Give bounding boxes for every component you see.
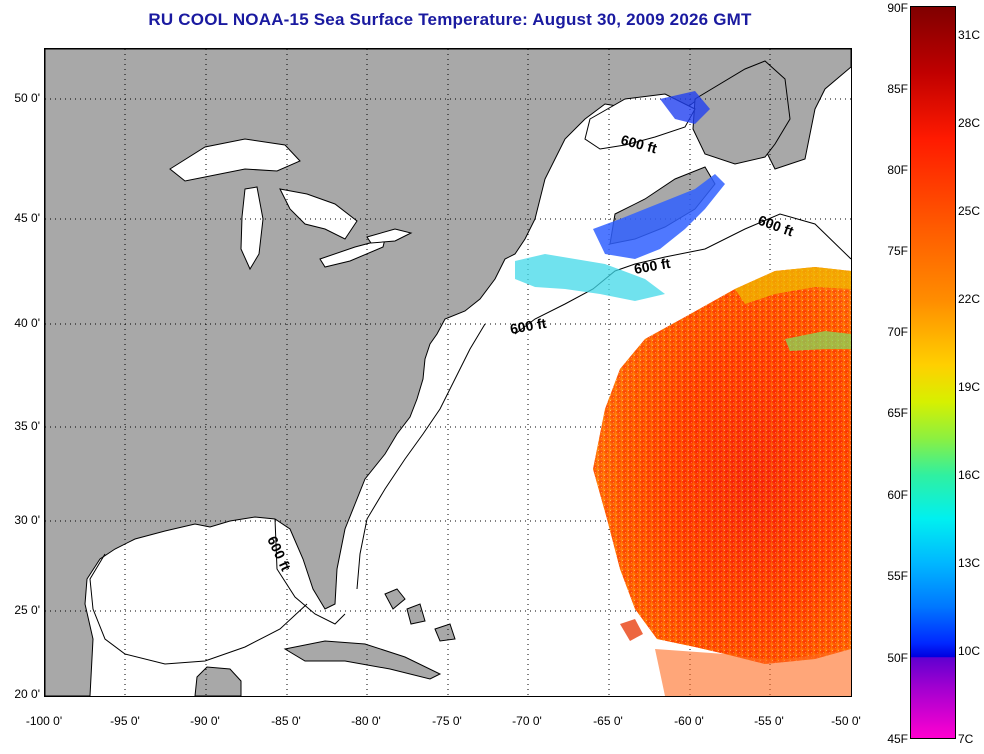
- sst-map[interactable]: 600 ft 600 ft 600 ft 600 ft 600 ft: [44, 48, 852, 697]
- shelf-contour-east: [356, 323, 486, 590]
- colorbar-f-label: 70F: [887, 325, 908, 339]
- longitude-label: -50 0': [831, 714, 861, 728]
- colorbar-c-label: 10C: [958, 644, 981, 658]
- colorbar-c-label: 28C: [958, 116, 981, 130]
- latitude-label: 40 0': [14, 316, 40, 330]
- bahamas: [384, 588, 456, 642]
- colorbar-c-label: 31C: [958, 28, 981, 42]
- contour-label: 600 ft: [633, 255, 672, 277]
- longitude-label: -100 0': [25, 714, 63, 728]
- chart-title: RU COOL NOAA-15 Sea Surface Temperature:…: [148, 10, 752, 29]
- longitude-label: -55 0': [754, 714, 784, 728]
- sst-blue-stlawrence: [660, 91, 710, 124]
- colorbar-f-label: 55F: [887, 569, 908, 583]
- lake-ontario: [366, 228, 413, 244]
- sst-small-patch: [620, 619, 643, 641]
- longitude-label: -80 0': [351, 714, 381, 728]
- latitude-label: 20 0': [14, 687, 40, 701]
- colorbar-f-label: 50F: [887, 651, 908, 665]
- latitude-label: 35 0': [14, 419, 40, 433]
- longitude-label: -70 0': [512, 714, 542, 728]
- contour-label: 600 ft: [264, 534, 294, 574]
- cuba: [283, 640, 442, 680]
- colorbar-c-label: 16C: [958, 468, 981, 482]
- longitude-label: -65 0': [593, 714, 623, 728]
- colorbar-f-label: 75F: [887, 244, 908, 258]
- shelf-contour-gulf: [89, 553, 308, 665]
- latitude-label: 50 0': [14, 91, 40, 105]
- sst-green-fringe: [785, 331, 851, 351]
- longitude-label: -95 0': [110, 714, 140, 728]
- longitude-label: -60 0': [674, 714, 704, 728]
- colorbar-c-label: 22C: [958, 292, 981, 306]
- longitude-label: -85 0': [271, 714, 301, 728]
- map-canvas: 600 ft 600 ft 600 ft 600 ft 600 ft: [45, 49, 851, 696]
- lake-superior: [169, 138, 301, 182]
- longitude-label: -90 0': [190, 714, 220, 728]
- colorbar-c-label: 19C: [958, 380, 981, 394]
- colorbar-f-label: 90F: [887, 1, 908, 15]
- colorbar-f-label: 85F: [887, 82, 908, 96]
- colorbar-f-label: 60F: [887, 488, 908, 502]
- lake-michigan: [240, 186, 264, 271]
- newfoundland: [692, 60, 791, 165]
- colorbar-c-label: 7C: [958, 732, 974, 746]
- colorbar-c-label: 25C: [958, 204, 981, 218]
- latitude-label: 25 0': [14, 603, 40, 617]
- sst-yellow-fringe: [735, 267, 851, 304]
- lake-erie: [319, 238, 386, 268]
- sst-cyan-shelf: [515, 254, 665, 301]
- temperature-colorbar: [910, 6, 956, 739]
- colorbar-f-label: 45F: [887, 732, 908, 746]
- latitude-label: 30 0': [14, 513, 40, 527]
- shelf-contour-600ft: [514, 213, 851, 335]
- sst-cold-gulf-maine: [593, 174, 725, 259]
- contour-label: 600 ft: [509, 315, 548, 337]
- lake-huron: [279, 188, 358, 240]
- sst-south-stripes: [655, 649, 851, 696]
- yucatan: [194, 666, 242, 696]
- latitude-label: 45 0': [14, 211, 40, 225]
- longitude-label: -75 0': [432, 714, 462, 728]
- sst-speckle: [593, 267, 851, 664]
- colorbar-c-label: 13C: [958, 556, 981, 570]
- colorbar-f-label: 65F: [887, 406, 908, 420]
- colorbar-f-label: 80F: [887, 163, 908, 177]
